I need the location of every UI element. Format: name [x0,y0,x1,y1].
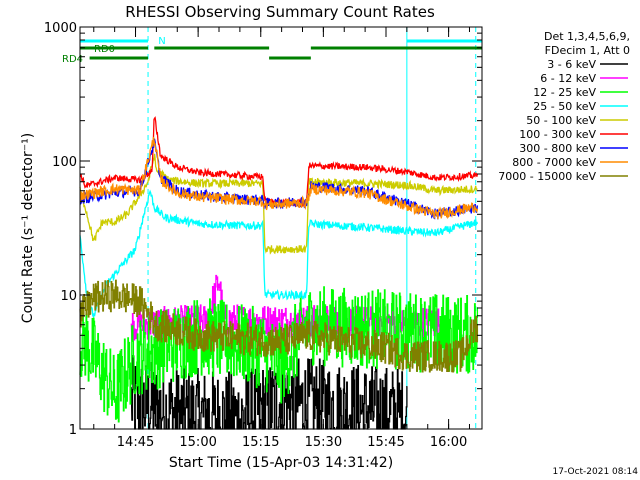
legend-header-line: FDecim 1, Att 0 [545,44,630,57]
x-tick-label: 16:00 [430,435,467,450]
legend-entry-label: 100 - 300 keV [519,128,596,141]
rd0-flag-label: RD0 [94,44,115,55]
chart-title: RHESSI Observing Summary Count Rates [125,3,435,21]
series-line-800-7000-keV [79,136,479,220]
y-tick-label: 100 [52,155,77,170]
legend-entry-label: 25 - 50 keV [533,100,596,113]
legend-entry-label: 3 - 6 keV [547,58,596,71]
series-line-3-6-keV [130,354,408,430]
x-tick-label: 15:00 [179,435,216,450]
y-tick-label: 10 [60,289,77,304]
legend-header-line: Det 1,3,4,5,6,9, [544,30,630,43]
y-axis-label: Count Rate (s⁻¹ detector⁻¹) [20,133,36,323]
x-tick-label: 15:30 [305,435,342,450]
y-tick-label: 1 [69,423,77,438]
legend-entry-label: 800 - 7000 keV [512,156,596,169]
x-tick-label: 15:15 [242,435,279,450]
y-tick-label: 1000 [44,21,77,36]
legend-entry-label: 6 - 12 keV [540,72,596,85]
x-axis-label: Start Time (15-Apr-03 14:31:42) [169,455,393,471]
x-tick-label: 15:45 [367,435,404,450]
legend-entry-label: 300 - 800 keV [519,142,596,155]
plot-frame [79,26,483,430]
series-line-50-100-keV [79,153,478,255]
series-line-7000-15000-keV [79,279,479,373]
night-flag-label: N [158,36,165,47]
legend-entry-label: 12 - 25 keV [533,86,596,99]
rd4-flag-label: RD4 [62,54,83,65]
legend-entry-label: 7000 - 15000 keV [498,170,596,183]
series-line-25-50-keV [79,189,479,318]
legend-entry-label: 50 - 100 keV [526,114,596,127]
timestamp-label: 17-Oct-2021 08:14 [553,467,639,477]
x-tick-label: 14:45 [117,435,154,450]
